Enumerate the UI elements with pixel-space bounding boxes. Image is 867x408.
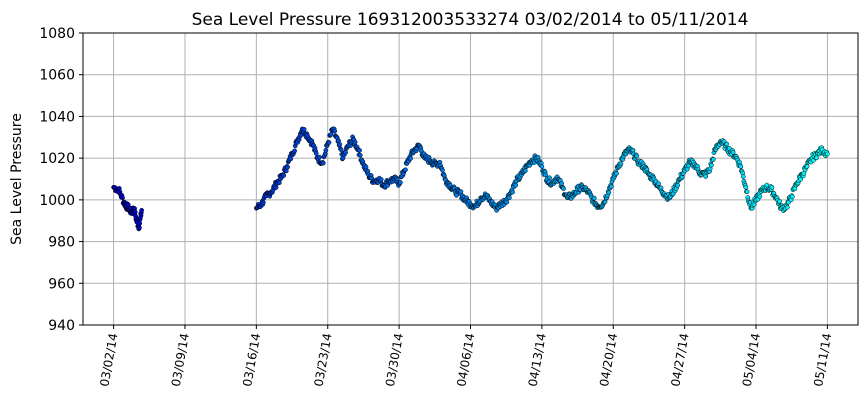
data-point: [547, 175, 552, 181]
data-point: [137, 225, 142, 231]
y-axis-label: Sea Level Pressure: [9, 113, 25, 245]
data-point: [403, 167, 408, 173]
data-point: [777, 199, 782, 204]
data-point: [357, 152, 363, 158]
data-point: [618, 161, 624, 167]
data-point: [328, 132, 334, 137]
data-point: [281, 173, 287, 178]
data-point: [313, 151, 319, 156]
data-point: [591, 195, 597, 201]
x-tick-label: 04/06/14: [454, 332, 477, 388]
data-point: [730, 149, 736, 155]
x-axis-ticks: 03/02/14 03/09/14 03/16/14 03/23/14 03/30/14…: [97, 325, 834, 388]
data-points: [111, 126, 830, 232]
data-point: [139, 207, 144, 213]
data-point: [740, 174, 746, 179]
data-point: [317, 154, 322, 160]
data-point: [724, 141, 730, 147]
data-point: [814, 155, 819, 161]
y-tick-label: 940: [48, 318, 75, 334]
data-point: [561, 186, 566, 191]
data-point: [338, 147, 344, 153]
data-point: [513, 182, 519, 188]
y-tick-label: 960: [48, 276, 75, 292]
grid: [83, 32, 858, 326]
data-point: [273, 185, 279, 190]
data-point: [292, 148, 297, 154]
data-point: [132, 209, 138, 215]
y-tick-label: 980: [48, 235, 75, 251]
x-tick-label: 03/16/14: [240, 332, 263, 388]
x-tick-label: 03/02/14: [97, 332, 120, 388]
x-tick-label: 04/13/14: [526, 332, 549, 388]
data-point: [261, 200, 266, 205]
data-point: [825, 151, 830, 157]
data-point: [320, 160, 326, 166]
data-point: [634, 153, 640, 159]
data-point: [378, 177, 384, 182]
data-point: [332, 128, 338, 134]
data-point: [784, 205, 790, 210]
data-point: [710, 157, 716, 162]
data-point: [285, 164, 290, 170]
data-point: [769, 185, 775, 190]
x-tick-label: 03/30/14: [383, 332, 406, 388]
data-point: [357, 148, 362, 153]
data-point: [326, 140, 332, 145]
data-point: [504, 199, 510, 205]
data-point: [744, 189, 750, 195]
data-point: [606, 190, 612, 195]
x-tick-label: 04/27/14: [668, 332, 691, 388]
data-point: [559, 181, 564, 186]
data-point: [440, 167, 445, 173]
data-point: [539, 164, 545, 169]
data-point: [764, 182, 770, 188]
data-point: [804, 164, 810, 169]
x-tick-label: 04/20/14: [597, 332, 620, 388]
data-point: [798, 176, 803, 182]
x-tick-label: 03/23/14: [312, 332, 335, 388]
data-point: [757, 194, 763, 199]
data-point: [337, 142, 343, 147]
chart-title: Sea Level Pressure 169312003533274 03/02…: [192, 10, 749, 30]
x-tick-label: 05/04/14: [740, 332, 763, 388]
data-point: [543, 172, 549, 178]
data-point: [120, 195, 125, 201]
data-point: [454, 193, 459, 198]
data-point: [137, 221, 143, 226]
data-point: [675, 183, 680, 188]
data-point: [790, 194, 795, 200]
data-point: [609, 184, 614, 189]
data-point: [352, 139, 358, 145]
data-point: [398, 180, 403, 185]
data-point: [738, 164, 744, 169]
data-point: [507, 195, 512, 201]
data-point: [343, 150, 348, 155]
data-point: [510, 189, 515, 195]
y-tick-label: 1000: [39, 193, 75, 209]
data-point: [743, 184, 749, 190]
data-point: [522, 168, 528, 174]
data-point: [709, 162, 714, 168]
data-point: [458, 189, 464, 194]
y-tick-label: 1060: [39, 68, 75, 84]
y-tick-label: 1040: [39, 109, 75, 125]
x-tick-label: 05/11/14: [811, 332, 834, 388]
y-tick-label: 1080: [39, 26, 75, 42]
data-point: [408, 156, 413, 161]
data-point: [276, 180, 282, 186]
x-tick-label: 03/09/14: [169, 332, 192, 388]
y-axis-ticks: 940 960 980 1000 1020 1040 1060 1080: [39, 26, 83, 334]
data-point: [703, 174, 709, 179]
data-point: [288, 156, 294, 162]
data-point: [301, 127, 307, 132]
data-point: [323, 147, 329, 153]
y-tick-label: 1020: [39, 151, 75, 167]
data-point: [614, 171, 619, 176]
